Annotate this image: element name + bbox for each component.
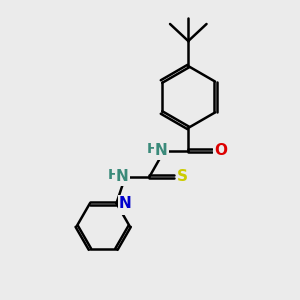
Text: N: N <box>119 196 132 211</box>
Text: H: H <box>146 142 158 156</box>
Text: N: N <box>119 199 132 214</box>
Text: N: N <box>116 169 129 184</box>
Text: N: N <box>155 143 168 158</box>
Text: H: H <box>108 168 119 182</box>
Text: O: O <box>214 143 227 158</box>
Text: S: S <box>177 169 188 184</box>
